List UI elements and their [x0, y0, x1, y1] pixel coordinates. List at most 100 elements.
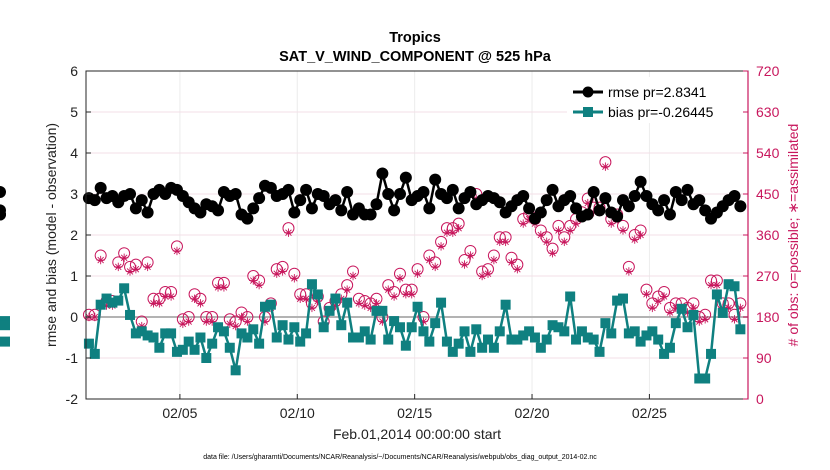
obs-assimilated-point	[654, 296, 663, 306]
bias-point	[125, 309, 136, 320]
y-axis-label: rmse and bias (model - observation)	[43, 123, 59, 347]
bias-point	[236, 328, 247, 339]
legend-rmse-marker	[582, 86, 594, 98]
rmse-point	[540, 194, 553, 207]
bias-point	[706, 348, 717, 359]
obs-assimilated-point	[243, 317, 252, 326]
obs-assimilated-point	[384, 285, 393, 294]
obs-assimilated-point	[219, 283, 229, 292]
bias-point	[383, 334, 394, 345]
bias-point	[600, 318, 611, 329]
obs-assimilated-point	[501, 237, 510, 247]
bias-point	[101, 293, 112, 304]
bias-point	[483, 334, 494, 345]
obs-assimilated-point	[642, 290, 651, 299]
bias-point	[183, 336, 194, 347]
rmse-point	[305, 202, 318, 215]
rmse-point	[546, 183, 559, 196]
rmse-point	[523, 202, 536, 215]
bias-point	[565, 291, 576, 302]
obs-assimilated-point	[565, 226, 575, 235]
bias-point	[306, 279, 317, 290]
bias-point	[494, 326, 505, 337]
x-tick-label: 02/05	[162, 405, 197, 421]
bias-point	[659, 348, 670, 359]
bias-point	[389, 316, 400, 327]
obs-assimilated-point	[425, 255, 434, 265]
rmse-point	[464, 185, 477, 198]
bias-point	[441, 336, 452, 347]
bias-point	[518, 330, 529, 341]
bias-point	[471, 324, 482, 335]
rmse-point	[517, 190, 530, 203]
bias-point	[230, 365, 241, 376]
rmse-point	[658, 194, 671, 207]
chart-subtitle: SAT_V_WIND_COMPONENT @ 525 hPa	[279, 49, 552, 65]
bias-point	[342, 297, 353, 308]
y2-tick-label: 360	[756, 227, 780, 243]
obs-assimilated-point	[454, 223, 463, 233]
y-tick-label: 2	[70, 227, 78, 243]
y2-axis-label: # of obs: o=possible; ∗=assimilated	[785, 124, 801, 347]
bias-point	[459, 326, 470, 337]
legend-bias-label: bias pr=-0.26445	[608, 104, 714, 120]
bias-point	[647, 326, 658, 337]
bias-point	[682, 322, 693, 333]
bias-point	[623, 328, 634, 339]
bias-point	[201, 353, 212, 363]
y2-tick-label: 450	[756, 186, 780, 202]
obs-assimilated-point	[190, 294, 199, 303]
rmse-point	[493, 196, 506, 209]
bias-point	[635, 336, 646, 347]
bias-point	[512, 334, 523, 345]
bias-point	[130, 328, 141, 339]
obs-assimilated-point	[131, 264, 141, 274]
rmse-point	[335, 204, 348, 217]
bias-point	[711, 289, 722, 300]
obs-assimilated-point	[519, 219, 528, 228]
obs-assimilated-point	[730, 315, 739, 324]
legend: rmse pr=2.8341 bias pr=-0.26445	[567, 77, 743, 123]
rmse-point	[241, 212, 254, 225]
obs-assimilated-point	[395, 274, 405, 283]
obs-assimilated-point	[254, 280, 264, 290]
rmse-point	[534, 206, 547, 219]
bias-point	[447, 346, 458, 357]
rmse-point	[628, 190, 641, 203]
bias-point	[488, 342, 499, 353]
y2-ticks: 0 90 180 270 360 450 540 630 720	[743, 63, 780, 407]
rmse-point	[0, 185, 6, 198]
bias-point	[318, 322, 329, 333]
obs-assimilated-point	[301, 294, 311, 303]
bias-point	[606, 328, 617, 339]
y-tick-label: 5	[70, 104, 78, 120]
bias-point	[406, 322, 417, 333]
bias-point	[277, 320, 288, 331]
bias-point	[547, 320, 558, 331]
rmse-point	[681, 183, 694, 196]
bias-point	[142, 330, 153, 341]
rmse-point	[564, 190, 577, 203]
bias-point	[735, 324, 746, 335]
bias-point	[424, 336, 435, 347]
bias-point	[676, 303, 687, 314]
obs-assimilated-point	[700, 315, 710, 324]
bias-point	[529, 332, 540, 343]
obs-assimilated-point	[114, 262, 123, 272]
rmse-point	[212, 204, 225, 217]
bias-point	[365, 334, 376, 345]
obs-assimilated-point	[178, 319, 188, 329]
y-tick-label: 4	[70, 145, 78, 161]
bias-point	[289, 322, 300, 333]
obs-assimilated-point	[278, 267, 287, 276]
bias-point	[524, 326, 535, 337]
obs-assimilated-point	[196, 299, 205, 308]
bias-point	[353, 332, 364, 343]
rmse-point	[388, 204, 401, 217]
rmse-point	[399, 171, 412, 184]
bias-point	[500, 299, 511, 310]
bias-point	[207, 338, 218, 349]
bias-point	[394, 322, 405, 333]
